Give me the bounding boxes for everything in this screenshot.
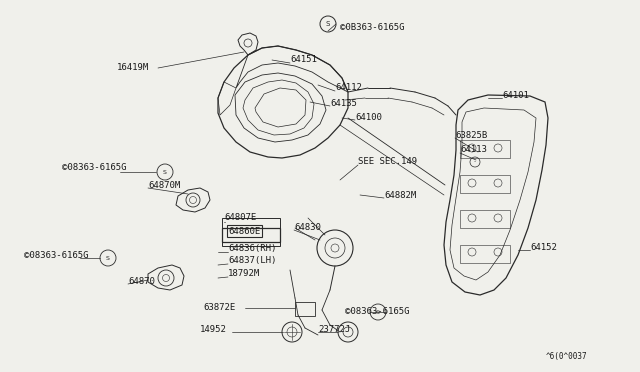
Text: 63872E: 63872E: [203, 302, 236, 311]
Bar: [460, 175, 510, 193]
Text: 64836(RH): 64836(RH): [228, 244, 276, 253]
Bar: [460, 140, 510, 158]
Text: ©08363-6165G: ©08363-6165G: [24, 250, 88, 260]
Text: 64870: 64870: [128, 278, 155, 286]
Text: 64152: 64152: [530, 244, 557, 253]
Text: 14952: 14952: [200, 326, 227, 334]
Text: 64101: 64101: [502, 90, 529, 99]
Bar: [460, 210, 510, 228]
Text: 64882M: 64882M: [384, 190, 416, 199]
Text: 63825B: 63825B: [455, 131, 487, 140]
Text: S: S: [326, 21, 330, 27]
Text: 64860E: 64860E: [228, 227, 260, 235]
Text: S: S: [106, 256, 110, 260]
Bar: [222, 218, 280, 246]
Text: 64837(LH): 64837(LH): [228, 257, 276, 266]
Text: 16419M: 16419M: [117, 64, 149, 73]
Text: ©08363-6165G: ©08363-6165G: [62, 164, 127, 173]
Text: 18792M: 18792M: [228, 269, 260, 279]
Bar: [222, 228, 280, 242]
Text: 64100: 64100: [355, 113, 382, 122]
Bar: [295, 302, 315, 316]
Bar: [460, 245, 510, 263]
Text: 64151: 64151: [290, 55, 317, 64]
Text: S: S: [163, 170, 167, 174]
Text: 64112: 64112: [335, 83, 362, 93]
Text: 64870M: 64870M: [148, 180, 180, 189]
Text: ··: ··: [473, 160, 477, 164]
Text: S: S: [376, 310, 380, 314]
Text: 64135: 64135: [330, 99, 357, 108]
Text: ©08363-6165G: ©08363-6165G: [345, 308, 410, 317]
Text: 64830: 64830: [294, 224, 321, 232]
Text: ^6(0^0037: ^6(0^0037: [546, 352, 588, 360]
Text: ©0B363-6165G: ©0B363-6165G: [340, 23, 404, 32]
Text: 64113: 64113: [460, 145, 487, 154]
Text: 23772J: 23772J: [318, 326, 350, 334]
Text: SEE SEC.149: SEE SEC.149: [358, 157, 417, 167]
Text: 64807E: 64807E: [224, 214, 256, 222]
